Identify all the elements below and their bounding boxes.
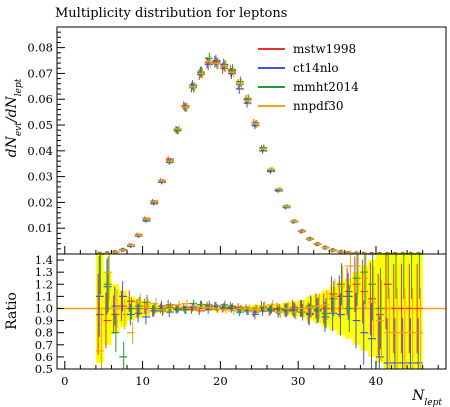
ratio-series-group — [57, 254, 446, 369]
ratio-y-axis-ticks: 0.50.60.70.80.91.01.11.21.31.4 — [35, 253, 64, 376]
band-bin-39 — [399, 254, 408, 369]
y-tick-label-5: 0.06 — [27, 92, 53, 106]
y-tick-label-0: 0.01 — [27, 221, 53, 235]
ratio-y-tick-label-1: 0.6 — [35, 350, 53, 364]
x-tick-label-2: 20 — [213, 374, 228, 388]
y-tick-label-7: 0.08 — [27, 41, 53, 55]
ratio-series-nnpdf30 — [95, 254, 423, 369]
y-tick-label-1: 0.02 — [27, 195, 53, 209]
main-plot-frame — [56, 26, 447, 255]
main-panel: 0.01 0.02 0.03 0.04 0.05 0.06 0.07 0.08 — [27, 26, 447, 255]
ratio-y-tick-label-3: 0.8 — [35, 326, 53, 340]
legend-item-ct14nlo: ct14nlo — [258, 61, 339, 75]
ratio-y-tick-label-4: 0.9 — [35, 314, 53, 328]
band-bin-40 — [407, 254, 415, 369]
band-bin-41 — [414, 254, 423, 369]
ratio-y-tick-label-9: 1.4 — [35, 253, 53, 267]
y-tick-label-4: 0.05 — [27, 118, 53, 132]
series-nnpdf30 — [95, 56, 423, 255]
y-tick-label-2: 0.03 — [27, 170, 53, 184]
main-y-axis-ticks: 0.01 0.02 0.03 0.04 0.05 0.06 0.07 0.08 — [27, 31, 65, 250]
chart-title: Multiplicity distribution for leptons — [55, 6, 287, 21]
ratio-y-tick-label-8: 1.3 — [35, 265, 53, 279]
y-tick-label-3: 0.04 — [27, 144, 53, 158]
x-tick-label-1: 10 — [135, 374, 150, 388]
legend-label-ct14nlo: ct14nlo — [293, 61, 339, 75]
x-axis-ticks: 0 10 20 30 40 — [61, 246, 439, 388]
y-tick-label-6: 0.07 — [27, 66, 53, 80]
ratio-y-tick-label-7: 1.2 — [35, 277, 53, 291]
main-series-group — [95, 52, 423, 255]
series-mstw1998 — [95, 56, 423, 255]
x-tick-label-3: 30 — [291, 374, 306, 388]
legend-label-mmht2014: mmht2014 — [293, 80, 359, 94]
legend-item-nnpdf30: nnpdf30 — [258, 99, 344, 113]
legend-label-mstw1998: mstw1998 — [293, 42, 356, 56]
y-axis-label: dNevt/dNlept — [4, 78, 24, 157]
ratio-y-tick-label-2: 0.7 — [35, 338, 53, 352]
x-axis-label: Nlept — [411, 388, 442, 407]
legend-label-nnpdf30: nnpdf30 — [293, 99, 344, 113]
ratio-panel: 0.50.60.70.80.91.01.11.21.31.4 0 10 20 30 40 — [35, 246, 447, 388]
x-tick-label-4: 40 — [369, 374, 384, 388]
ratio-y-tick-label-0: 0.5 — [35, 362, 53, 376]
legend: mstw1998 ct14nlo mmht2014 nnpdf30 — [258, 42, 359, 113]
x-tick-label-0: 0 — [61, 374, 68, 388]
band-bin-38 — [391, 254, 400, 369]
series-ct14nlo — [95, 54, 423, 255]
ratio-y-tick-label-5: 1.0 — [35, 301, 53, 315]
legend-item-mstw1998: mstw1998 — [258, 42, 356, 56]
band-bin-37 — [383, 254, 392, 369]
legend-item-mmht2014: mmht2014 — [258, 80, 359, 94]
ratio-y-axis-label: Ratio — [4, 292, 20, 330]
ratio-y-tick-label-6: 1.1 — [35, 289, 53, 303]
series-mmht2014 — [95, 52, 423, 255]
